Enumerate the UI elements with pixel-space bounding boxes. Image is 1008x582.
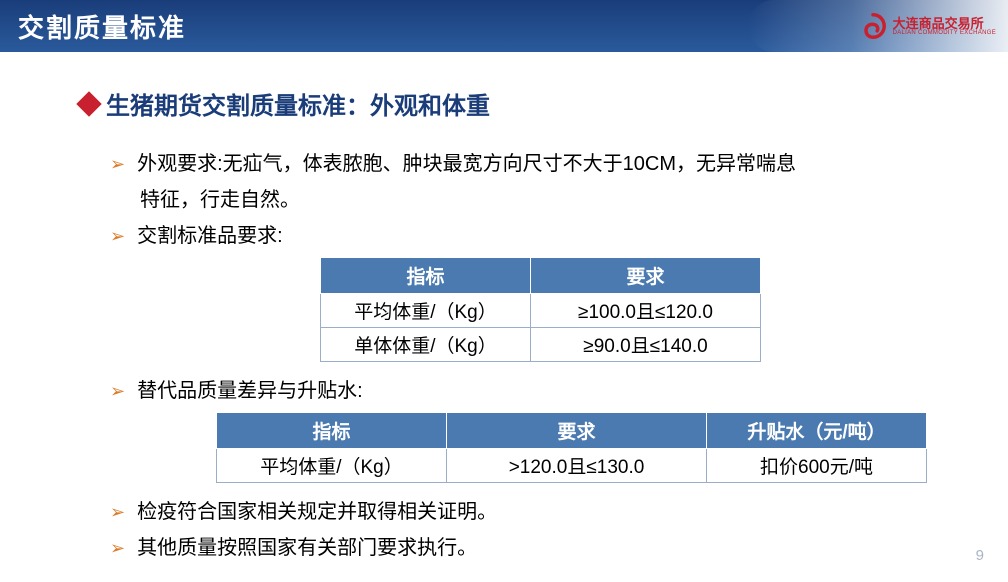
arrow-icon: ➢ xyxy=(110,533,125,563)
slide-header: 交割质量标准 大连商品交易所 DALIAN COMMODITY EXCHANGE xyxy=(0,0,1008,52)
bullet-3: ➢ 替代品质量差异与升贴水: xyxy=(80,376,948,406)
section-title-text: 生猪期货交割质量标准：外观和体重 xyxy=(106,86,490,121)
bullet-1: ➢ 外观要求:无疝气，体表脓胞、肿块最宽方向尺寸不大于10CM，无异常喘息 xyxy=(80,149,948,179)
arrow-icon: ➢ xyxy=(110,376,125,406)
td: >120.0且≤130.0 xyxy=(447,449,707,483)
td: 平均体重/（Kg） xyxy=(321,294,531,328)
logo-en: DALIAN COMMODITY EXCHANGE xyxy=(893,30,996,36)
header-decoration: 大连商品交易所 DALIAN COMMODITY EXCHANGE xyxy=(748,0,1008,52)
table-row: 平均体重/（Kg） ≥100.0且≤120.0 xyxy=(321,294,761,328)
slide-content: 生猪期货交割质量标准：外观和体重 ➢ 外观要求:无疝气，体表脓胞、肿块最宽方向尺… xyxy=(0,52,1008,563)
bullet-text: 替代品质量差异与升贴水: xyxy=(137,376,363,406)
logo-cn: 大连商品交易所 xyxy=(893,17,996,30)
substitute-table: 指标 要求 升贴水（元/吨） 平均体重/（Kg） >120.0且≤130.0 扣… xyxy=(216,412,927,483)
bullet-5: ➢ 其他质量按照国家有关部门要求执行。 xyxy=(80,533,948,563)
swirl-icon xyxy=(859,12,887,40)
td: 扣价600元/吨 xyxy=(707,449,927,483)
table-row: 单体体重/（Kg） ≥90.0且≤140.0 xyxy=(321,328,761,362)
bullet-4: ➢ 检疫符合国家相关规定并取得相关证明。 xyxy=(80,497,948,527)
bullet-2: ➢ 交割标准品要求: xyxy=(80,221,948,251)
th: 升贴水（元/吨） xyxy=(707,413,927,449)
bullet-text: 交割标准品要求: xyxy=(137,221,283,251)
td: 单体体重/（Kg） xyxy=(321,328,531,362)
bullet-text: 其他质量按照国家有关部门要求执行。 xyxy=(137,533,477,563)
th: 指标 xyxy=(217,413,447,449)
th: 要求 xyxy=(447,413,707,449)
standard-table: 指标 要求 平均体重/（Kg） ≥100.0且≤120.0 单体体重/（Kg） … xyxy=(320,257,761,362)
th: 要求 xyxy=(531,258,761,294)
diamond-icon xyxy=(76,91,101,116)
logo-text: 大连商品交易所 DALIAN COMMODITY EXCHANGE xyxy=(893,17,996,36)
bullet-text: 检疫符合国家相关规定并取得相关证明。 xyxy=(137,497,497,527)
arrow-icon: ➢ xyxy=(110,149,125,179)
td: 平均体重/（Kg） xyxy=(217,449,447,483)
page-number: 9 xyxy=(976,547,984,564)
arrow-icon: ➢ xyxy=(110,221,125,251)
exchange-logo: 大连商品交易所 DALIAN COMMODITY EXCHANGE xyxy=(859,12,996,40)
td: ≥90.0且≤140.0 xyxy=(531,328,761,362)
td: ≥100.0且≤120.0 xyxy=(531,294,761,328)
arrow-icon: ➢ xyxy=(110,497,125,527)
bullet-1-line2: 特征，行走自然。 xyxy=(80,185,948,215)
section-title: 生猪期货交割质量标准：外观和体重 xyxy=(80,86,948,121)
bullet-text: 外观要求:无疝气，体表脓胞、肿块最宽方向尺寸不大于10CM，无异常喘息 xyxy=(137,149,796,179)
page-title: 交割质量标准 xyxy=(18,8,186,45)
th: 指标 xyxy=(321,258,531,294)
table-row: 平均体重/（Kg） >120.0且≤130.0 扣价600元/吨 xyxy=(217,449,927,483)
